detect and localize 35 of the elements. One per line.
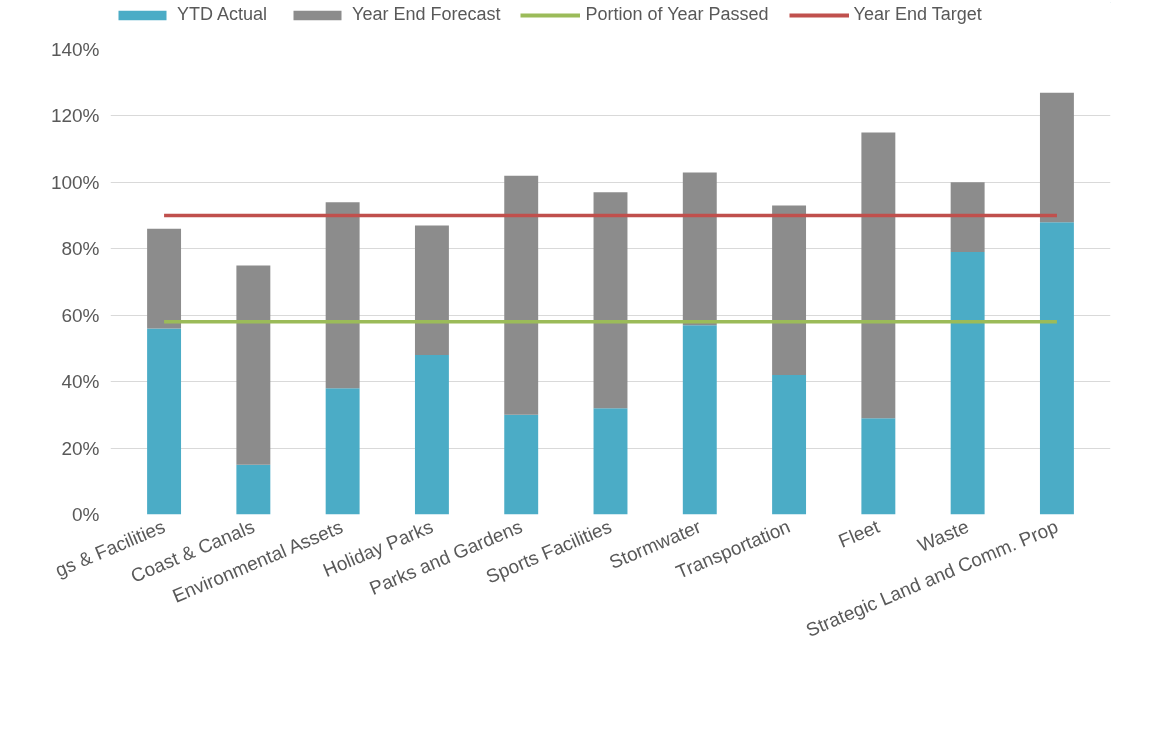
y-tick-label: 140% [50, 39, 100, 60]
legend-label: YTD Actual [177, 4, 268, 25]
bar [325, 388, 360, 515]
bar [414, 355, 449, 515]
y-tick-label: 40% [61, 371, 100, 393]
bar [772, 205, 807, 375]
y-tick-label: 0% [72, 504, 100, 525]
bar [772, 375, 807, 515]
bar [682, 325, 717, 515]
y-tick-label: 100% [50, 171, 100, 193]
bar [1039, 92, 1074, 223]
bar [950, 252, 985, 515]
bar [236, 464, 271, 515]
bar [861, 418, 896, 515]
bar [236, 265, 271, 465]
legend-label: Portion of Year Passed [585, 4, 769, 25]
x-tick-label: Fleet [835, 515, 884, 552]
y-tick-label: 120% [50, 105, 100, 127]
bar [147, 328, 182, 515]
bar [593, 408, 628, 515]
bar [593, 192, 628, 409]
bar [950, 182, 985, 253]
bar [504, 175, 539, 415]
bar [1039, 222, 1074, 515]
bar [504, 414, 539, 515]
bar [861, 132, 896, 419]
bar [147, 228, 182, 329]
bar [682, 172, 717, 326]
bar [414, 225, 449, 356]
legend-label: Year End Target [853, 4, 982, 25]
legend-label: Year End Forecast [352, 4, 501, 25]
y-tick-label: 20% [61, 437, 100, 459]
y-tick-label: 60% [61, 304, 100, 326]
y-tick-label: 80% [61, 238, 100, 260]
bar [325, 202, 360, 389]
